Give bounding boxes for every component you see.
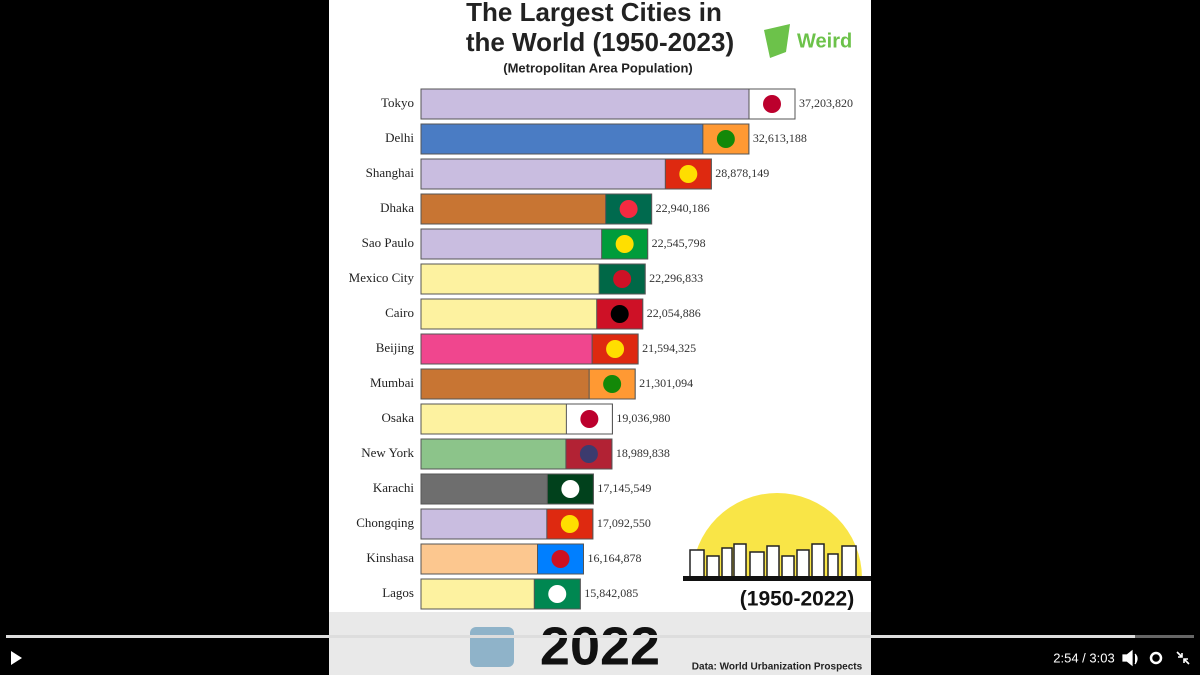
logo: Weird	[797, 30, 852, 52]
flag-field	[565, 438, 613, 470]
flag	[588, 368, 636, 400]
title-line: the World (1950-2023)	[466, 27, 734, 57]
flag	[565, 403, 613, 435]
play-button[interactable]	[11, 651, 22, 665]
category-label: Chongqing	[356, 515, 414, 530]
category-label: Mexico City	[349, 270, 415, 285]
bar	[420, 88, 796, 120]
flag-emblem	[551, 550, 570, 568]
category-label: Beijing	[376, 340, 415, 355]
title-line: The Largest Cities in	[466, 0, 722, 27]
category-label: Dhaka	[380, 200, 414, 215]
flag-emblem	[610, 305, 629, 323]
flag	[533, 578, 581, 610]
category-label: Sao Paulo	[362, 235, 414, 250]
flag	[702, 123, 750, 155]
flag-emblem	[561, 480, 580, 498]
flag-emblem	[619, 200, 638, 218]
calendar-icon	[470, 627, 514, 667]
flag	[598, 263, 646, 295]
category-label: Kinshasa	[366, 550, 414, 565]
category-label: Cairo	[385, 305, 414, 320]
category-label: Karachi	[373, 480, 415, 495]
bar	[420, 158, 712, 190]
flag	[546, 473, 594, 505]
flag-emblem	[548, 585, 567, 603]
category-label: Delhi	[385, 130, 414, 145]
flag	[565, 438, 613, 470]
value-label: 15,842,085	[584, 586, 638, 600]
flag-emblem	[716, 130, 735, 148]
exit-fullscreen-button[interactable]	[1176, 651, 1190, 665]
category-label: Mumbai	[370, 375, 414, 390]
flag	[664, 158, 712, 190]
value-label: 16,164,878	[588, 551, 642, 565]
flag	[601, 228, 649, 260]
flag-emblem	[763, 95, 781, 113]
flag-emblem	[560, 515, 579, 533]
settings-button[interactable]	[1149, 651, 1163, 665]
flag-emblem	[606, 340, 625, 358]
flag	[537, 543, 585, 575]
value-label: 21,594,325	[642, 341, 696, 355]
value-label: 18,989,838	[616, 446, 670, 460]
value-label: 28,878,149	[715, 166, 769, 180]
period: (1950-2022)	[740, 588, 854, 611]
volume-button[interactable]	[1122, 649, 1138, 667]
flag-emblem	[615, 235, 634, 253]
logo-icon	[764, 24, 790, 58]
time-display: 2:54 / 3:03	[1053, 650, 1114, 665]
category-label: Osaka	[382, 410, 415, 425]
value-label: 22,296,833	[649, 271, 703, 285]
value-label: 22,940,186	[656, 201, 710, 215]
value-label: 19,036,980	[616, 411, 670, 425]
value-label: 17,145,549	[597, 481, 651, 495]
source: Data: World Urbanization Prospects	[692, 662, 863, 673]
value-label: 21,301,094	[639, 376, 693, 390]
footer-band	[329, 612, 871, 675]
flag-emblem	[613, 270, 632, 288]
ground	[683, 576, 871, 581]
progress-played	[6, 635, 1135, 638]
value-label: 22,054,886	[647, 306, 701, 320]
flag	[596, 298, 644, 330]
year: 2022	[540, 616, 660, 675]
value-label: 22,545,798	[652, 236, 706, 250]
flag-emblem	[679, 165, 698, 183]
value-label: 37,203,820	[799, 96, 853, 110]
value-label: 17,092,550	[597, 516, 651, 530]
flag-emblem	[579, 445, 598, 463]
subtitle: (Metropolitan Area Population)	[503, 60, 692, 75]
city-decoration	[683, 493, 871, 581]
category-label: Lagos	[382, 585, 414, 600]
value-label: 32,613,188	[753, 131, 807, 145]
flag	[748, 88, 796, 120]
flag	[591, 333, 639, 365]
flag	[546, 508, 594, 540]
flag	[605, 193, 653, 225]
flag-emblem	[603, 375, 622, 393]
bar-chart: Tokyo 37,203,820 Delhi 32,613,188 Shanghai 28…	[349, 88, 853, 610]
category-label: New York	[361, 445, 414, 460]
bar	[420, 123, 750, 155]
category-label: Tokyo	[381, 95, 414, 110]
category-label: Shanghai	[366, 165, 415, 180]
flag-emblem	[580, 410, 599, 428]
